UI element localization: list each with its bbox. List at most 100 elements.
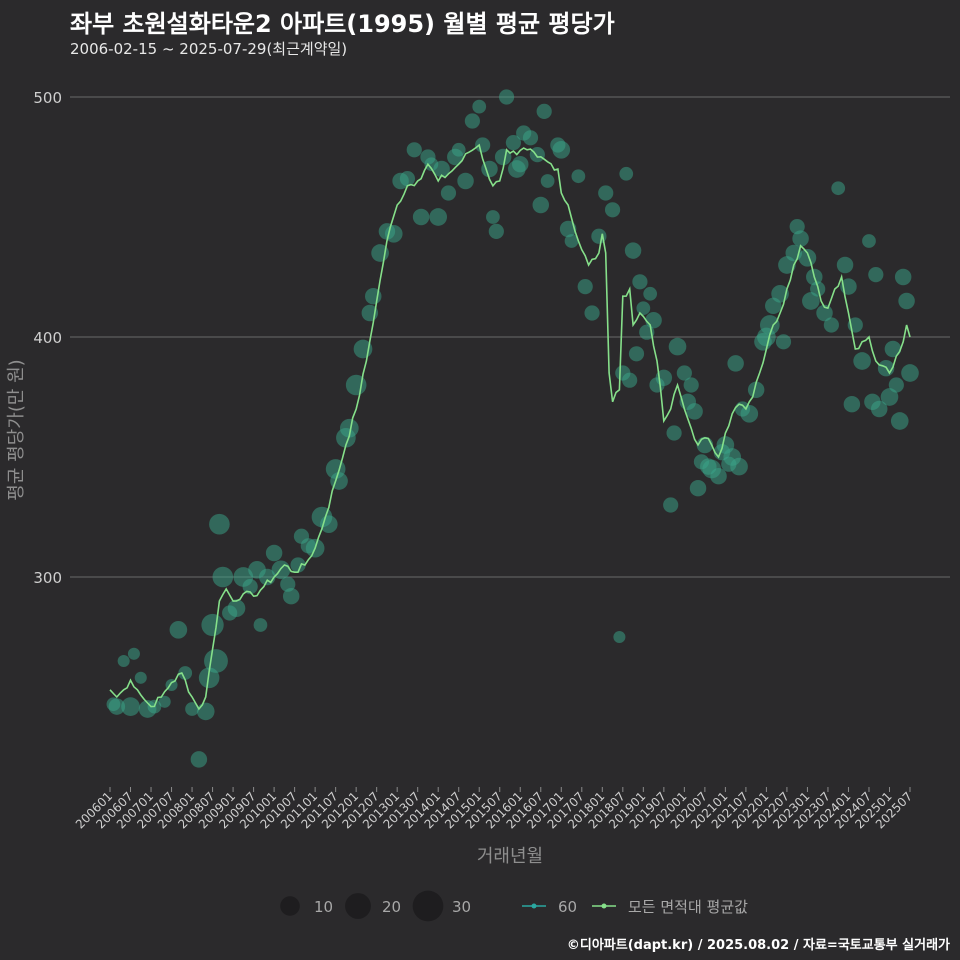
data-credit: ©디아파트(dapt.kr) / 2025.08.02 / 자료=국토교통부 실… <box>566 938 950 953</box>
data-point <box>399 171 416 187</box>
data-point <box>636 301 651 316</box>
data-point <box>740 404 759 423</box>
data-point <box>696 436 714 454</box>
data-point <box>472 99 487 114</box>
data-point <box>429 208 448 226</box>
data-point <box>604 202 621 218</box>
data-point <box>345 374 367 396</box>
data-point <box>117 654 130 668</box>
data-point <box>888 377 904 393</box>
data-point <box>204 649 228 673</box>
data-point <box>622 372 638 388</box>
data-point <box>802 292 820 310</box>
data-point <box>552 140 571 159</box>
data-point <box>134 671 147 684</box>
data-point <box>823 317 839 333</box>
data-point <box>890 412 909 430</box>
data-point <box>457 172 474 190</box>
data-point <box>836 256 854 274</box>
data-point <box>689 479 707 497</box>
chart-title: 좌부 초원설화타운2 아파트(1995) 월별 평균 평당가 <box>70 10 615 38</box>
data-point <box>571 169 586 184</box>
y-axis-ticks: 300 400 500 <box>33 89 62 587</box>
data-point <box>486 210 500 224</box>
data-point <box>406 142 422 158</box>
data-point <box>451 142 466 157</box>
data-point <box>201 613 224 637</box>
data-point <box>619 166 634 181</box>
data-point <box>884 340 902 358</box>
data-point <box>190 751 208 768</box>
data-point <box>265 544 283 562</box>
data-point <box>464 113 480 129</box>
chart-subtitle: 2006-02-15 ~ 2025-07-29(최근계약일) <box>70 40 348 58</box>
data-point <box>598 185 614 201</box>
data-point <box>412 208 430 226</box>
average-price-line <box>109 143 911 711</box>
data-point <box>532 196 550 214</box>
data-point <box>628 346 645 362</box>
data-point <box>209 513 230 535</box>
data-point <box>290 557 306 573</box>
data-point <box>775 334 792 350</box>
data-point <box>853 352 871 370</box>
data-point <box>730 457 748 476</box>
data-point <box>185 702 199 716</box>
size-legend-circle-20 <box>345 893 371 919</box>
data-point <box>831 181 846 196</box>
data-point <box>494 148 512 166</box>
data-point <box>121 697 140 716</box>
y-tick-label: 400 <box>33 329 62 347</box>
data-point <box>862 234 876 248</box>
data-point <box>227 599 246 618</box>
data-point <box>683 377 699 393</box>
data-point <box>747 381 765 399</box>
data-point <box>686 403 703 420</box>
data-point <box>169 620 188 639</box>
data-point <box>577 279 593 295</box>
data-point <box>727 355 744 372</box>
y-axis-title: 평균 평당가(만 원) <box>6 359 27 500</box>
size-legend-circle-30 <box>412 890 444 922</box>
data-point <box>584 305 600 321</box>
data-point <box>676 365 692 381</box>
data-point <box>898 292 915 310</box>
data-point <box>901 364 919 382</box>
data-point <box>339 418 359 438</box>
data-point <box>522 130 539 146</box>
size-legend-circle-10 <box>280 896 300 916</box>
data-point <box>894 268 912 286</box>
data-point <box>663 497 679 513</box>
data-point <box>512 155 529 173</box>
x-axis-title: 거래년월 <box>477 846 543 867</box>
data-point <box>158 695 171 708</box>
legend-label: 모든 면적대 평균값 <box>628 898 748 916</box>
data-point <box>870 400 888 418</box>
data-point <box>488 223 504 239</box>
data-point <box>624 242 642 259</box>
size-legend-label: 10 <box>314 898 333 916</box>
size-legend-label: 20 <box>382 898 401 916</box>
data-point <box>536 103 552 119</box>
data-point <box>645 311 662 329</box>
data-point <box>108 698 126 715</box>
legend-label: 60 <box>558 898 577 916</box>
data-point <box>475 137 491 153</box>
data-point <box>498 89 515 105</box>
y-tick-label: 300 <box>33 569 62 587</box>
data-point <box>843 395 861 413</box>
data-point <box>433 160 450 178</box>
data-point <box>242 579 258 595</box>
x-axis-ticks: 2006012006072007012007072008012008072009… <box>73 787 915 832</box>
data-point <box>666 425 682 441</box>
data-point <box>253 618 268 632</box>
legend-point-key <box>531 903 537 909</box>
data-point <box>613 630 626 644</box>
data-point <box>643 286 658 301</box>
data-point <box>564 234 579 248</box>
size-legend-label: 30 <box>452 898 471 916</box>
data-point <box>559 220 577 238</box>
data-point <box>798 248 817 267</box>
data-point <box>540 174 555 188</box>
